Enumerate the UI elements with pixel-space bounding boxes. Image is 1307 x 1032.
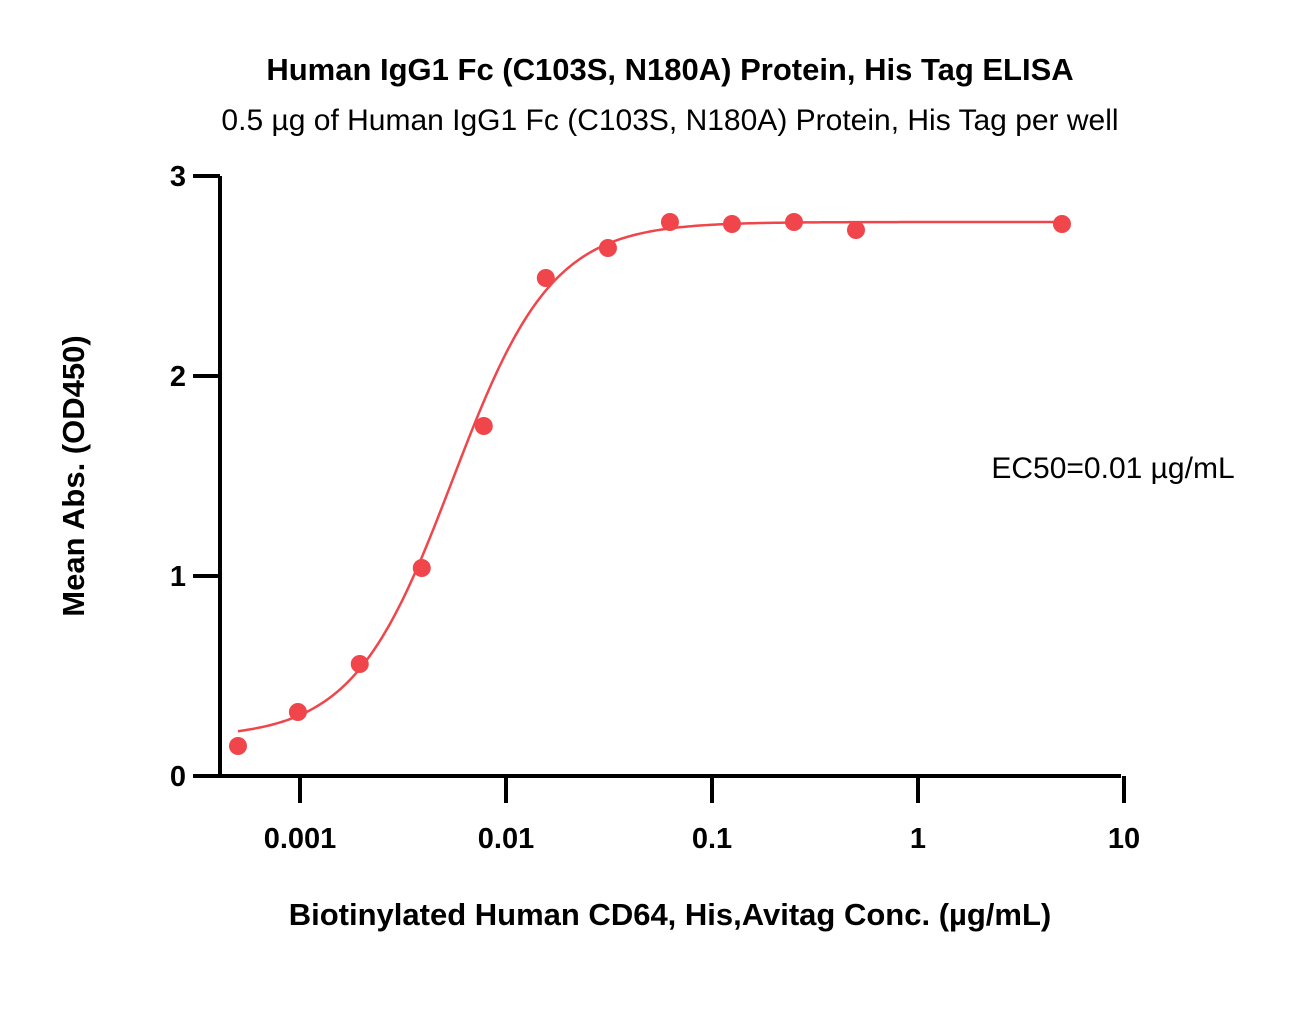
y-axis-label: Mean Abs. (OD450): [56, 335, 91, 616]
data-point: [1052, 215, 1071, 233]
data-point: [228, 737, 247, 755]
x-tick-label: 1: [910, 823, 926, 855]
x-ticks: 0.001 0.01 0.1 1 10: [264, 776, 1140, 855]
chart-subtitle: 0.5 µg of Human IgG1 Fc (C103S, N180A) P…: [221, 104, 1118, 137]
data-point: [474, 417, 493, 435]
x-tick-label: 0.001: [264, 823, 337, 855]
y-tick-label: 3: [170, 161, 186, 193]
data-point: [536, 269, 555, 287]
x-tick-label: 0.1: [692, 823, 732, 855]
data-point: [846, 221, 865, 239]
annotation-ec50: EC50=0.01 µg/mL: [991, 452, 1234, 485]
data-point: [722, 215, 741, 233]
y-ticks: 0 1 2 3: [170, 161, 220, 793]
data-points: [228, 213, 1071, 755]
data-point: [350, 655, 369, 673]
x-tick-label: 0.01: [478, 823, 534, 855]
y-tick-label: 1: [170, 561, 186, 593]
data-point: [784, 213, 803, 231]
x-tick-label: 10: [1108, 823, 1140, 855]
data-point: [288, 703, 307, 721]
y-tick-label: 0: [170, 761, 186, 793]
data-point: [598, 239, 617, 257]
fit-curve: [237, 220, 1062, 733]
y-tick-label: 2: [170, 361, 186, 393]
chart-title: Human IgG1 Fc (C103S, N180A) Protein, Hi…: [266, 52, 1073, 87]
data-point: [412, 559, 431, 577]
x-axis-label: Biotinylated Human CD64, His,Avitag Conc…: [289, 897, 1052, 932]
data-point: [660, 213, 679, 231]
